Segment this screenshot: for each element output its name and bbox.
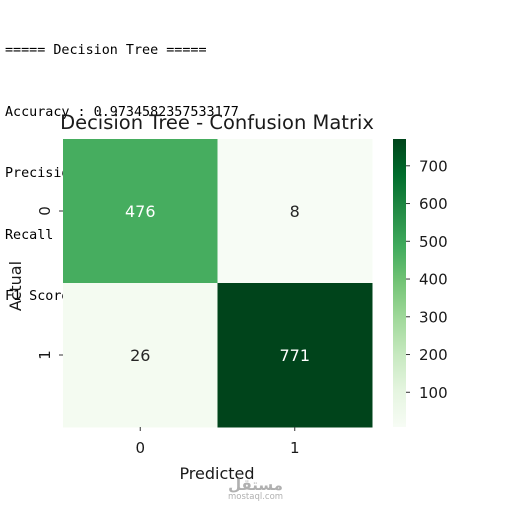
y-tick-label-1: 1 bbox=[36, 350, 54, 360]
y-tick-labels: 01 bbox=[36, 206, 63, 360]
colorbar bbox=[393, 139, 406, 427]
watermark-line1: مستقل bbox=[228, 476, 283, 494]
console-line-header: ===== Decision Tree ===== bbox=[5, 43, 207, 58]
heatmap-cell-1-0 bbox=[63, 283, 218, 428]
heatmap-cell-0-1 bbox=[217, 139, 373, 284]
x-axis-label: Predicted bbox=[179, 464, 254, 483]
heatmap-cells: 476 8 26 771 bbox=[63, 139, 373, 428]
cell-value-label-0-1: 8 bbox=[290, 202, 300, 221]
y-tick-label-0: 0 bbox=[36, 206, 54, 216]
y-axis-label: Actual bbox=[6, 261, 25, 311]
cell-value-label-1-0: 26 bbox=[130, 346, 150, 365]
colorbar-tick-label-3: 400 bbox=[419, 271, 448, 289]
chart-title: Decision Tree - Confusion Matrix bbox=[60, 111, 374, 134]
colorbar-tick-label-4: 500 bbox=[419, 233, 448, 251]
colorbar-tick-label-0: 100 bbox=[419, 384, 448, 402]
heatmap-cell-0-0 bbox=[63, 139, 218, 284]
cell-value-label-0-0: 476 bbox=[125, 202, 156, 221]
colorbar-tick-label-2: 300 bbox=[419, 308, 448, 326]
watermark-logo: مستقل mostaql.com bbox=[228, 478, 283, 502]
x-tick-label-0: 0 bbox=[135, 439, 145, 457]
heatmap-cell-1-1 bbox=[217, 283, 373, 428]
watermark-line2: mostaql.com bbox=[228, 492, 284, 502]
colorbar-tick-label-1: 200 bbox=[419, 346, 448, 364]
cell-value-label-1-1: 771 bbox=[279, 346, 310, 365]
console-line-accuracy: Accuracy : 0.9734582357533177 bbox=[5, 104, 239, 120]
colorbar-ticks: 100 200 300 400 500 600 700 bbox=[406, 157, 448, 402]
x-tick-label-1: 1 bbox=[290, 439, 300, 457]
colorbar-tick-label-6: 700 bbox=[419, 157, 448, 175]
colorbar-tick-label-5: 600 bbox=[419, 195, 448, 213]
